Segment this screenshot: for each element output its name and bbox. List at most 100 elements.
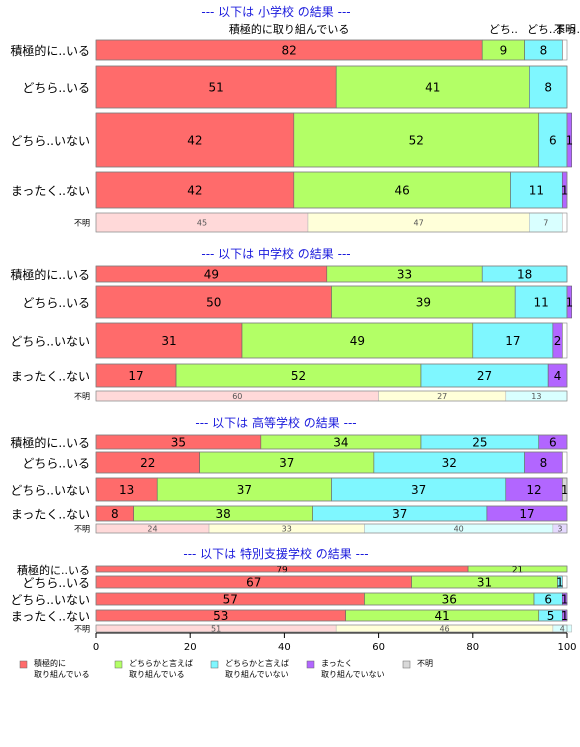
row-label: まったく..ない xyxy=(11,370,90,384)
data-label: 52 xyxy=(291,369,306,383)
row-frame xyxy=(95,285,568,319)
data-label: 17 xyxy=(505,334,520,348)
row-frame xyxy=(95,65,568,109)
data-label: 9 xyxy=(500,44,508,58)
legend-label: どちらかと言えば xyxy=(129,658,193,668)
row-frame xyxy=(95,523,568,534)
bar-segment xyxy=(95,171,295,209)
data-label: 34 xyxy=(333,436,348,450)
row-label: 積極的に..いる xyxy=(10,435,90,450)
data-label: 31 xyxy=(161,334,176,348)
data-label: 33 xyxy=(282,525,292,534)
row-frame xyxy=(95,451,568,474)
data-label: 37 xyxy=(237,483,252,497)
x-tick-label: 60 xyxy=(372,642,385,653)
row-frame xyxy=(95,477,568,502)
data-label: 42 xyxy=(187,134,202,148)
data-label: 18 xyxy=(517,268,532,282)
row-frame xyxy=(95,592,568,606)
data-label: 17 xyxy=(128,369,143,383)
data-label: 21 xyxy=(512,565,523,575)
legend-label: 積極的に xyxy=(34,658,66,668)
data-label: 27 xyxy=(437,392,447,401)
data-label: 37 xyxy=(279,456,294,470)
legend-label: 不明 xyxy=(417,659,433,668)
x-tick-label: 80 xyxy=(466,642,479,653)
x-tick-label: 0 xyxy=(93,642,99,653)
data-label: 46 xyxy=(395,184,410,198)
data-label: 3 xyxy=(557,525,562,534)
data-label: 40 xyxy=(454,525,464,534)
legend-label: まったく xyxy=(321,659,353,668)
panel-title: --- 以下は 小学校 の結果 --- xyxy=(201,4,350,19)
data-label: 8 xyxy=(544,81,552,95)
row-frame xyxy=(95,265,568,283)
data-label: 42 xyxy=(187,184,202,198)
data-label: 1 xyxy=(556,576,564,590)
data-label: 46 xyxy=(439,625,449,634)
bar-segment xyxy=(472,322,554,359)
row-label: どちら..いない xyxy=(10,593,90,607)
data-label: 8 xyxy=(111,507,119,521)
row-frame xyxy=(95,322,568,359)
row-label: どちら..いる xyxy=(22,296,90,310)
row-frame xyxy=(95,171,568,209)
data-label: 24 xyxy=(147,525,157,534)
segment-top-label: 不明 xyxy=(554,23,576,36)
data-label: 1 xyxy=(561,184,569,198)
legend-swatch xyxy=(114,660,123,669)
data-label: 51 xyxy=(208,81,223,95)
data-label: 37 xyxy=(411,483,426,497)
bar-segment xyxy=(510,171,563,209)
data-label: 41 xyxy=(435,609,450,623)
row-label: どちら..いる xyxy=(22,576,90,590)
data-label: 17 xyxy=(519,507,534,521)
row-label: どちら..いる xyxy=(22,457,90,471)
data-label: 41 xyxy=(425,81,440,95)
row-label: 不明 xyxy=(74,525,90,534)
data-label: 22 xyxy=(140,456,155,470)
row-frame xyxy=(95,609,568,622)
data-label: 1 xyxy=(566,296,574,310)
data-label: 25 xyxy=(472,436,487,450)
bar-segment xyxy=(95,65,337,109)
data-label: 6 xyxy=(544,593,552,607)
data-label: 7 xyxy=(543,219,548,228)
panel-title: --- 以下は 高等学校 の結果 --- xyxy=(195,415,356,430)
data-label: 1 xyxy=(561,593,569,607)
segment-top-label: 積極的に取り組んでいる xyxy=(229,22,349,36)
legend-swatch xyxy=(306,660,315,669)
data-label: 35 xyxy=(171,436,186,450)
data-label: 52 xyxy=(409,134,424,148)
bar-segment xyxy=(95,285,332,319)
segment-top-label: どち.. xyxy=(527,23,556,36)
row-label: 不明 xyxy=(74,219,90,228)
data-label: 13 xyxy=(531,392,541,401)
data-label: 33 xyxy=(397,268,412,282)
data-label: 12 xyxy=(526,483,541,497)
row-label: 不明 xyxy=(74,625,90,634)
panel-title: --- 以下は 中学校 の結果 --- xyxy=(201,246,350,261)
data-label: 31 xyxy=(477,576,492,590)
legend-label: 取り組んでいる xyxy=(129,669,185,679)
data-label: 11 xyxy=(533,296,548,310)
x-tick-label: 20 xyxy=(184,642,197,653)
x-tick-label: 100 xyxy=(557,642,576,653)
data-label: 57 xyxy=(223,593,238,607)
legend-label: 取り組んでいない xyxy=(321,669,385,679)
data-label: 32 xyxy=(442,456,457,470)
data-label: 82 xyxy=(281,44,296,58)
row-label: 積極的に..いる xyxy=(17,563,90,577)
legend-label: 取り組んでいる xyxy=(34,669,90,679)
row-frame xyxy=(95,505,568,522)
data-label: 47 xyxy=(414,219,424,228)
data-label: 6 xyxy=(549,436,557,450)
row-label: まったく..ない xyxy=(11,610,90,624)
bar-segment xyxy=(95,322,243,359)
data-label: 11 xyxy=(529,184,544,198)
bar-segment xyxy=(335,65,530,109)
row-frame xyxy=(95,39,568,61)
data-label: 1 xyxy=(566,134,574,148)
legend-label: 取り組んでいない xyxy=(225,669,289,679)
row-label: 積極的に..いる xyxy=(10,43,90,58)
